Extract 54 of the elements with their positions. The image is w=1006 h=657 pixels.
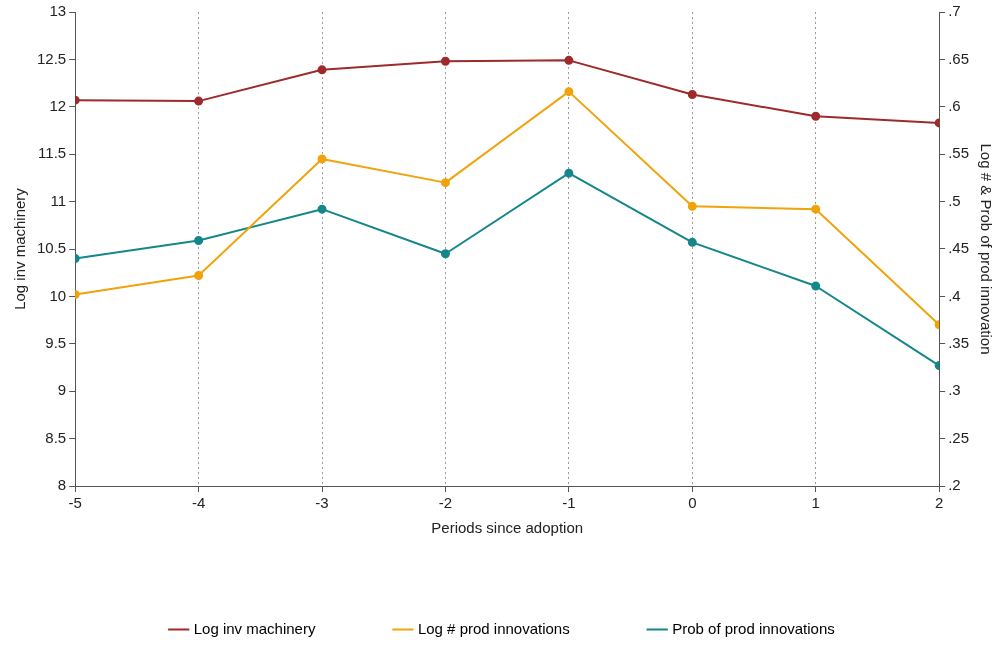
x-tick-label: -2 [438, 494, 453, 512]
y-tick-label: 13 [49, 2, 67, 20]
y2-tick-label: .3 [948, 381, 961, 399]
point [440, 56, 450, 66]
point [811, 111, 821, 121]
y-tick-label: 9.5 [45, 333, 67, 351]
legend-label: Prob of prod innovations [672, 619, 835, 637]
point [440, 249, 450, 259]
y2-tick-label: .6 [948, 96, 961, 114]
x-tick-label: -1 [562, 494, 576, 512]
point [317, 65, 327, 75]
point [194, 96, 204, 106]
point [564, 87, 574, 97]
point [687, 89, 697, 99]
y-tick-label: 9 [57, 381, 67, 399]
point [194, 271, 204, 281]
point [317, 204, 327, 214]
point [687, 201, 697, 211]
y-tick-label: 12 [49, 96, 67, 114]
point [687, 237, 697, 247]
y-tick-label: 11 [50, 191, 67, 209]
point [811, 281, 821, 291]
y-tick-label: 12.5 [36, 49, 67, 67]
x-tick-label: -5 [68, 494, 82, 512]
x-axis-title: Periods since adoption [431, 519, 584, 537]
x-tick-label: -4 [191, 494, 206, 512]
y-tick-label: 8.5 [45, 428, 67, 446]
point [194, 235, 204, 245]
y-tick-label: 8 [57, 476, 67, 494]
y2-tick-label: .7 [948, 2, 961, 20]
y2-tick-label: .25 [948, 428, 970, 446]
legend-label: Log # prod innovations [417, 619, 570, 637]
point [317, 154, 327, 164]
y2-tick-label: .2 [948, 476, 961, 494]
x-tick-label: -3 [315, 494, 329, 512]
x-tick-label: 1 [811, 494, 820, 512]
legend-label: Log inv machinery [193, 619, 316, 637]
y2-tick-label: .5 [948, 191, 961, 209]
x-tick-label: 2 [934, 494, 944, 512]
y2-tick-label: .45 [948, 239, 970, 257]
y2-axis-title: Log # & Prob of prod innovation [977, 143, 995, 355]
point [564, 55, 574, 65]
x-tick-label: 0 [688, 494, 697, 512]
y-tick-label: 10 [49, 286, 67, 304]
y-axis-title: Log inv machinery [11, 187, 29, 310]
y2-tick-label: .4 [948, 286, 961, 304]
y-tick-label: 10.5 [36, 239, 67, 257]
point [811, 204, 821, 214]
point [440, 178, 450, 188]
point [564, 168, 574, 178]
y-tick-label: 11.5 [38, 144, 67, 162]
y2-tick-label: .65 [948, 49, 970, 67]
y2-tick-label: .55 [948, 144, 970, 162]
y2-tick-label: .35 [948, 333, 970, 351]
